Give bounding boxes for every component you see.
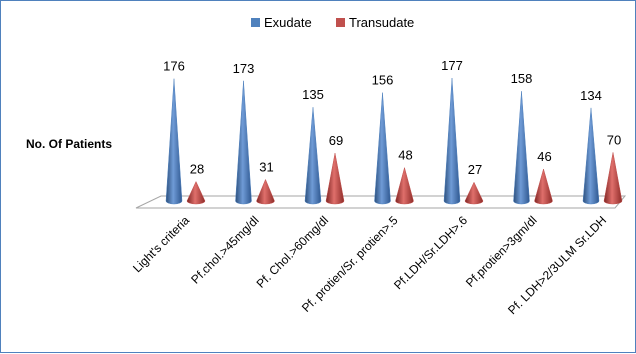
cone-transudate-7 xyxy=(603,152,623,205)
data-label-transudate-2: 31 xyxy=(259,159,273,174)
data-label-exudate-6: 158 xyxy=(511,71,533,86)
y-axis-title: No. Of Patients xyxy=(26,137,112,151)
data-label-exudate-4: 156 xyxy=(372,73,394,88)
cone-exudate-5 xyxy=(443,77,461,205)
legend: Exudate Transudate xyxy=(251,15,414,30)
category-label-2: Pf.chol.>45mg/dl xyxy=(188,213,261,286)
cone-transudate-3 xyxy=(325,153,345,205)
category-label-5: Pf.LDH/Sr.LDH>.6 xyxy=(391,213,470,292)
cone-transudate-2 xyxy=(256,178,275,205)
cone-exudate-7 xyxy=(582,107,600,205)
data-label-transudate-7: 70 xyxy=(607,132,621,147)
category-label-3: Pf. Chol.>60mg/dl xyxy=(254,213,332,291)
legend-label-transudate: Transudate xyxy=(349,15,414,30)
cone-exudate-3 xyxy=(304,107,322,205)
data-label-exudate-5: 177 xyxy=(441,58,463,73)
data-label-transudate-5: 27 xyxy=(468,162,482,177)
data-label-transudate-3: 69 xyxy=(329,133,343,148)
cone-exudate-6 xyxy=(513,91,530,205)
cone-transudate-5 xyxy=(464,181,484,205)
cone-transudate-6 xyxy=(534,168,553,205)
data-label-exudate-2: 173 xyxy=(233,61,255,76)
data-label-exudate-1: 176 xyxy=(163,59,185,74)
legend-swatch-transudate xyxy=(336,18,345,27)
legend-swatch-exudate xyxy=(251,18,260,27)
data-label-transudate-1: 28 xyxy=(190,162,204,177)
cone-exudate-4 xyxy=(374,92,391,205)
cone-transudate-1 xyxy=(186,180,206,205)
data-label-exudate-7: 134 xyxy=(580,88,602,103)
data-label-exudate-3: 135 xyxy=(302,87,324,102)
cone-exudate-1 xyxy=(165,78,183,205)
category-label-6: Pf.protien>3gm/dl xyxy=(463,213,540,290)
data-label-transudate-4: 48 xyxy=(398,148,412,163)
cone-exudate-2 xyxy=(235,80,252,205)
cone-transudate-4 xyxy=(395,166,414,205)
legend-label-exudate: Exudate xyxy=(264,15,312,30)
data-label-transudate-6: 46 xyxy=(537,149,551,164)
chart-marks: 176 28 Light's criteria 173 31 Pf.chol.>45mg/… xyxy=(130,58,623,317)
category-label-1: Light's criteria xyxy=(130,213,192,275)
